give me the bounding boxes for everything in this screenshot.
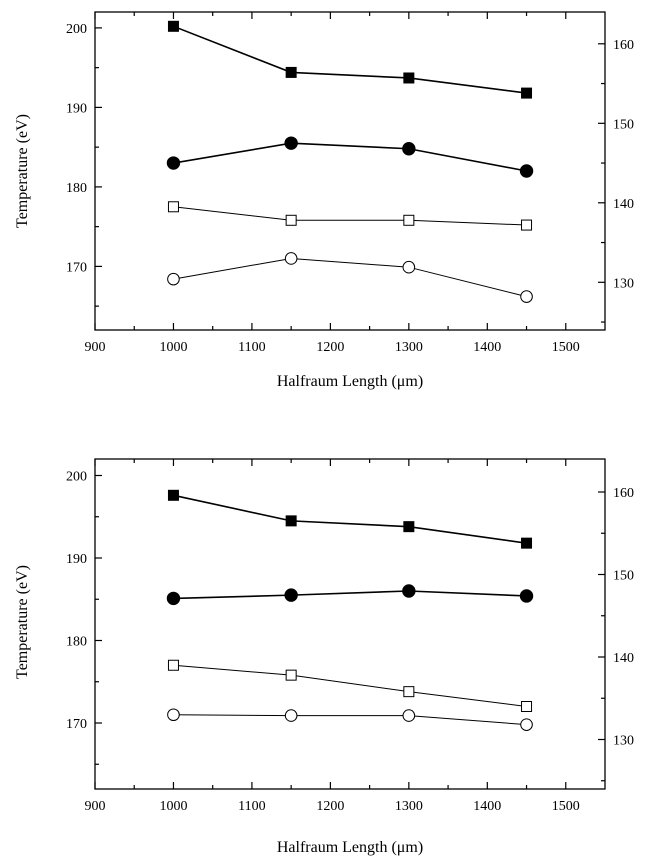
right-y-tick-label: 130 [613, 734, 634, 749]
left-y-tick-label: 170 [66, 260, 87, 275]
right-y-tick-label: 140 [613, 197, 634, 212]
x-tick-label: 1400 [473, 340, 501, 355]
x-tick-label: 1200 [316, 799, 344, 814]
right-y-tick-label: 130 [613, 276, 634, 291]
x-tick-label: 1300 [395, 799, 423, 814]
left-y-axis-ticks: 170 180 190 200 [66, 470, 102, 765]
data-point-open-circle [167, 272, 180, 286]
x-axis-ticks: 900 1000 1100 1200 1300 1400 1500 [85, 12, 580, 355]
left-y-tick-label: 200 [66, 470, 87, 485]
right-y-axis-ticks: 130 140 150 160 [598, 486, 634, 782]
left-y-tick-label: 200 [66, 22, 87, 37]
series-line-open-circle [173, 714, 527, 726]
data-point-filled-circle [284, 588, 298, 602]
data-point-filled-circle [402, 584, 416, 598]
chart-panel-top: 900 1000 1100 1200 1300 1400 1500 170 180 190 200… [14, 11, 634, 390]
right-y-tick-label: 160 [613, 486, 634, 501]
series-group [166, 20, 534, 303]
x-tick-label: 1300 [395, 340, 423, 355]
y-axis-title: Temperature (eV) [14, 565, 31, 679]
series-line-open-circle [173, 257, 527, 298]
data-point-open-square [403, 214, 415, 226]
x-tick-label: 1400 [473, 799, 501, 814]
left-y-axis-ticks: 170 180 190 200 [66, 22, 102, 307]
data-point-filled-square [521, 537, 533, 549]
x-tick-label: 1000 [159, 799, 187, 814]
x-tick-label: 1100 [238, 340, 265, 355]
x-axis-title: Halfraum Length (μm) [277, 839, 423, 856]
data-point-open-circle [284, 709, 298, 722]
series-line-filled-square [173, 494, 527, 544]
x-tick-label: 900 [85, 799, 106, 814]
data-point-open-square [167, 659, 179, 671]
series-line-filled-circle [173, 590, 527, 600]
data-point-open-circle [402, 260, 416, 274]
left-y-tick-label: 190 [66, 552, 87, 567]
data-point-filled-circle [284, 136, 298, 150]
data-point-open-circle [520, 290, 533, 303]
x-tick-label: 1500 [552, 799, 580, 814]
data-point-open-square [167, 201, 179, 213]
data-point-open-circle [167, 708, 180, 722]
right-y-axis-ticks: 130 140 150 160 [598, 38, 634, 323]
data-point-open-circle [284, 252, 298, 265]
x-tick-label: 900 [85, 340, 106, 355]
y-axis-title: Temperature (eV) [14, 114, 31, 228]
right-y-tick-label: 160 [613, 38, 634, 53]
x-tick-label: 1000 [159, 340, 187, 355]
x-tick-label: 1200 [316, 340, 344, 355]
data-point-filled-square [167, 20, 179, 32]
right-y-tick-label: 150 [613, 569, 634, 584]
data-point-filled-square [285, 66, 297, 78]
series-line-open-square [173, 664, 527, 707]
chart-panel-bottom: 900 1000 1100 1200 1300 1400 1500 170 180 190 200… [14, 458, 634, 856]
left-y-tick-label: 180 [66, 635, 87, 650]
x-tick-label: 1100 [238, 799, 265, 814]
series-line-filled-circle [173, 142, 527, 172]
data-point-filled-square [167, 489, 179, 501]
left-y-tick-label: 180 [66, 181, 87, 196]
data-point-filled-circle [519, 589, 534, 603]
right-y-tick-label: 140 [613, 651, 634, 666]
data-point-open-square [285, 669, 297, 681]
series-group [166, 489, 534, 731]
data-point-open-square [403, 686, 415, 698]
series-line-open-square [173, 206, 527, 226]
right-y-tick-label: 150 [613, 117, 634, 132]
left-y-tick-label: 190 [66, 101, 87, 116]
data-point-filled-square [285, 515, 297, 527]
series-line-filled-square [173, 25, 527, 94]
plot-frame [94, 11, 606, 331]
x-axis-title: Halfraum Length (μm) [277, 373, 423, 390]
data-point-open-circle [520, 718, 533, 731]
left-y-tick-label: 170 [66, 717, 87, 732]
data-point-filled-circle [519, 164, 534, 178]
data-point-open-square [521, 219, 533, 231]
data-point-filled-square [521, 87, 533, 99]
plot-frame [94, 458, 606, 790]
data-point-filled-circle [402, 142, 416, 156]
data-point-open-square [521, 701, 533, 712]
data-point-filled-circle [166, 591, 181, 606]
data-point-open-circle [402, 709, 416, 722]
x-tick-label: 1500 [552, 340, 580, 355]
data-point-filled-circle [166, 156, 181, 170]
x-axis-ticks: 900 1000 1100 1200 1300 1400 1500 [85, 459, 580, 814]
data-point-open-square [285, 214, 297, 226]
data-point-filled-square [403, 521, 415, 533]
data-point-filled-square [403, 72, 415, 84]
